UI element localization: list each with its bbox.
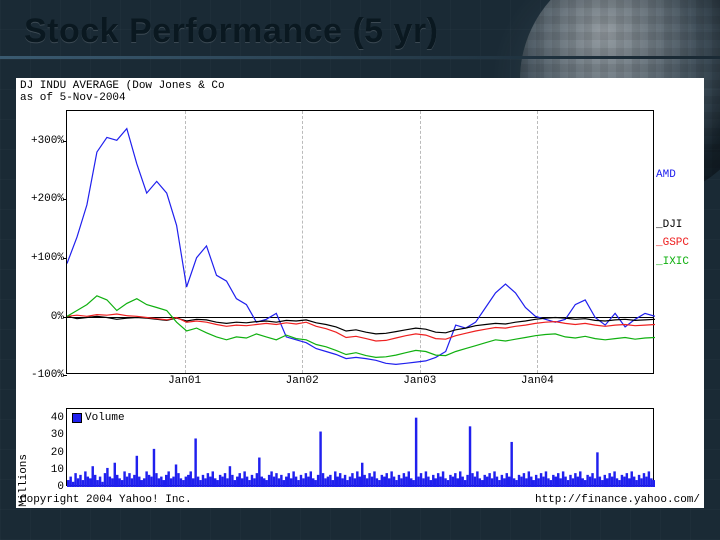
series-_IXIC [67,296,655,358]
price-y-label: +300% [31,135,64,147]
volume-bars [67,409,655,487]
legend-_DJI: _DJI [656,219,682,231]
chart-header-line1: DJ INDU AVERAGE (Dow Jones & Co [20,80,700,92]
price-y-label: +100% [31,252,64,264]
volume-legend: Volume [70,412,127,424]
chart-footer: Copyright 2004 Yahoo! Inc. http://financ… [20,494,700,506]
title-underline [0,56,720,59]
stock-chart-image: DJ INDU AVERAGE (Dow Jones & Co as of 5-… [16,78,704,508]
volume-y-label: 20 [51,447,64,459]
price-lines [67,111,655,375]
volume-y-label: 10 [51,464,64,476]
volume-y-label: 0 [57,481,64,493]
price-x-label: Jan02 [286,375,319,387]
price-plot-area: -100%0%+100%+200%+300%Jan01Jan02Jan03Jan… [66,110,654,374]
legend-AMD: AMD [656,169,676,181]
volume-swatch [72,413,82,423]
volume-chart: Millions010203040Volume [20,408,700,500]
source-url: http://finance.yahoo.com/ [535,494,700,506]
price-x-label: Jan01 [168,375,201,387]
volume-y-label: 30 [51,429,64,441]
chart-header-line2: as of 5-Nov-2004 [20,92,700,104]
volume-y-label: 40 [51,412,64,424]
volume-legend-label: Volume [85,412,125,424]
volume-plot-area: 010203040Volume [66,408,654,486]
price-y-label: -100% [31,369,64,381]
slide-title: Stock Performance (5 yr) [24,12,439,51]
price-x-label: Jan04 [521,375,554,387]
copyright-text: Copyright 2004 Yahoo! Inc. [20,494,192,506]
price-chart: -100%0%+100%+200%+300%Jan01Jan02Jan03Jan… [20,106,700,392]
price-x-label: Jan03 [403,375,436,387]
legend-_GSPC: _GSPC [656,237,689,249]
chart-header: DJ INDU AVERAGE (Dow Jones & Co as of 5-… [16,78,704,104]
legend-_IXIC: _IXIC [656,256,689,268]
price-y-label: +200% [31,193,64,205]
series-AMD [67,129,655,365]
